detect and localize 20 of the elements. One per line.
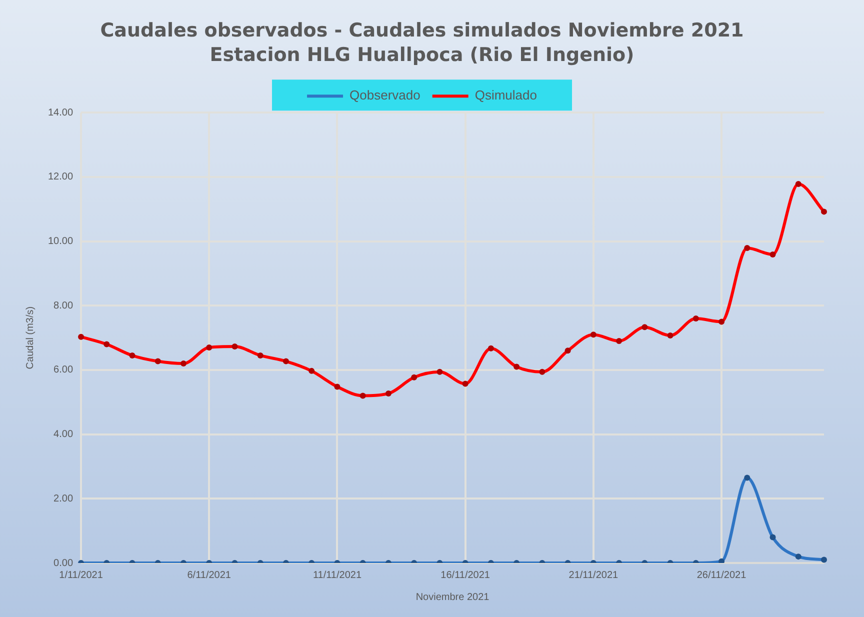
chart-subtitle: Estacion HLG Huallpoca (Rio El Ingenio) (210, 44, 634, 66)
y-tick-label: 12.00 (48, 172, 74, 183)
x-tick-label: 6/11/2021 (187, 570, 232, 581)
y-tick-label: 6.00 (54, 364, 74, 376)
y-tick-label: 2.00 (54, 493, 74, 504)
y-tick-label: 8.00 (54, 300, 74, 312)
y-tick-label: 0.00 (54, 558, 74, 569)
legend-label: Qsimulado (474, 88, 537, 103)
x-tick-label: 11/11/2021 (312, 570, 362, 581)
y-tick-label: 4.00 (54, 429, 74, 440)
x-axis-title: Noviembre 2021 (416, 592, 490, 603)
chart-title: Caudales observados - Caudales simulados Noviembre 2021 (100, 19, 744, 42)
x-tick-label: 21/11/2021 (568, 570, 619, 581)
legend-label: Qobservado (350, 88, 420, 103)
x-tick-label: 16/11/2021 (440, 570, 490, 581)
x-tick-label: 26/11/2021 (696, 570, 747, 581)
y-axis-title: Caudal (m3/s) (24, 306, 36, 370)
y-tick-label: 14.00 (48, 107, 74, 118)
x-tick-label: 1/11/2021 (59, 570, 104, 581)
y-tick-label: 10.00 (48, 236, 74, 248)
